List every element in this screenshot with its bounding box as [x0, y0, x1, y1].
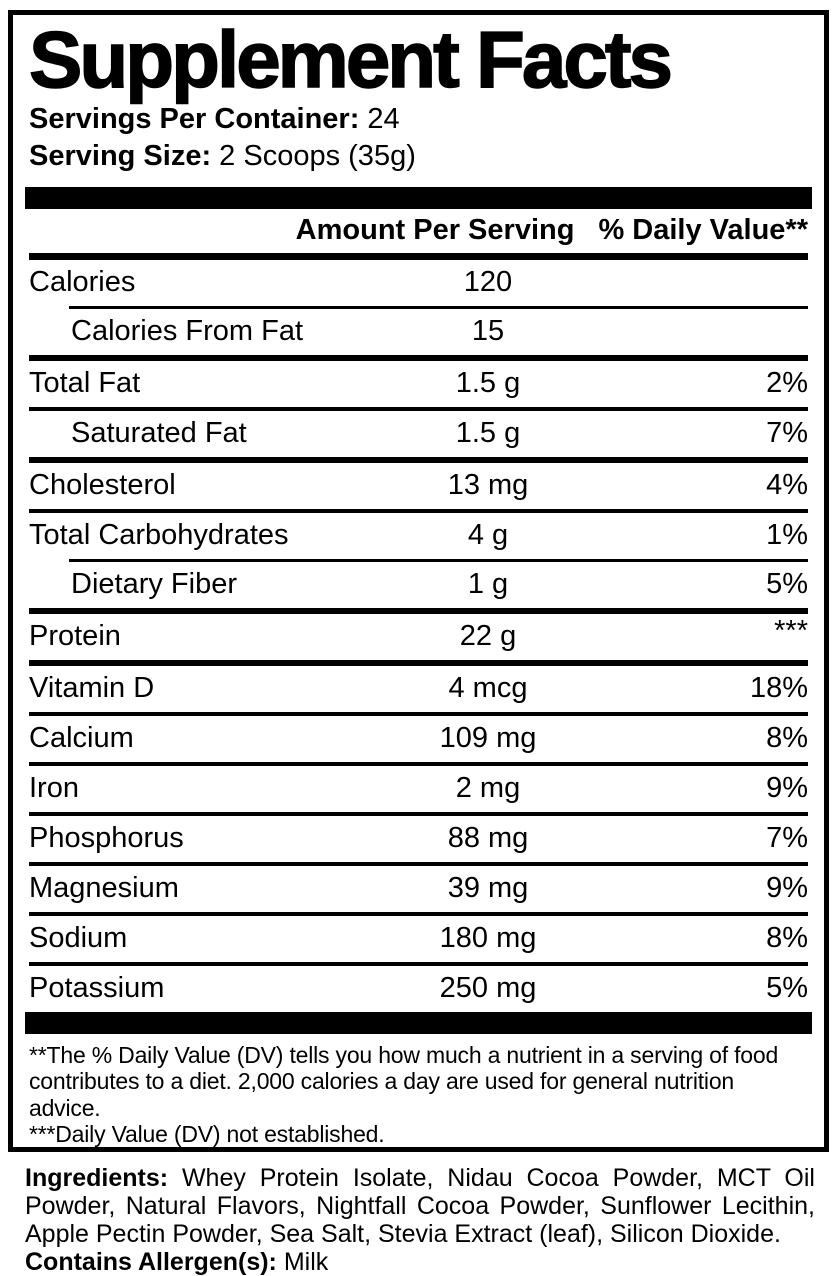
nutrient-amount: 4 mcg: [448, 672, 528, 705]
nutrient-name: Potassium: [29, 972, 165, 1005]
row-separator: [29, 761, 808, 766]
row-separator: [29, 508, 808, 513]
nutrient-amount: 1.5 g: [455, 417, 521, 450]
separator-bar-top: [25, 186, 812, 209]
nutrient-name: Protein: [29, 620, 121, 653]
nutrient-daily-value: 4%: [766, 469, 808, 502]
nutrient-row-calcium: Calcium 109 mg 8%: [29, 716, 808, 762]
separator-bar-bottom: [25, 1011, 812, 1034]
nutrient-amount: 2 mg: [455, 772, 521, 805]
servings-per-container-label: Servings Per Container:: [29, 102, 360, 135]
nutrient-amount: 120: [463, 266, 513, 299]
nutrient-name: Total Fat: [29, 367, 141, 400]
nutrient-name: Vitamin D: [29, 672, 155, 705]
daily-value-footnote: **The % Daily Value (DV) tells you how m…: [29, 1041, 779, 1121]
nutrient-daily-value: 8%: [766, 922, 808, 955]
facts-title: Supplement Facts: [28, 15, 674, 104]
nutrient-name: Total Carbohydrates: [29, 519, 289, 552]
ingredients-paragraph: Ingredients: Whey Protein Isolate, Nidau…: [25, 1164, 815, 1248]
row-separator: [29, 811, 808, 816]
nutrient-name: Phosphorus: [29, 822, 184, 855]
table-header: Amount Per Serving % Daily Value**: [29, 209, 808, 253]
header-separator: [29, 252, 808, 260]
nutrient-row-phosphorus: Phosphorus 88 mg 7%: [29, 816, 808, 862]
supplement-facts-panel: Supplement Facts Servings Per Container:…: [8, 10, 829, 1152]
row-separator: [29, 354, 808, 361]
nutrient-row-potassium: Potassium 250 mg 5%: [29, 966, 808, 1012]
ingredients-label: Ingredients:: [25, 1164, 169, 1192]
row-separator: [29, 861, 808, 866]
nutrient-daily-value: 7%: [766, 417, 808, 450]
nutrient-amount: 1.5 g: [455, 367, 521, 400]
allergen-line: Contains Allergen(s): Milk: [25, 1248, 815, 1276]
nutrient-name: Sodium: [29, 922, 128, 955]
row-separator: [29, 911, 808, 916]
row-separator: [29, 659, 808, 666]
nutrient-amount: 15: [471, 315, 505, 348]
row-separator: [69, 305, 808, 309]
daily-value-header: % Daily Value**: [598, 214, 808, 247]
amount-per-serving-header: Amount Per Serving: [295, 214, 575, 247]
nutrient-name: Dietary Fiber: [71, 568, 237, 601]
row-separator: [29, 456, 808, 463]
nutrient-row-protein: Protein 22 g ***: [29, 614, 808, 660]
nutrient-daily-value: 1%: [766, 519, 808, 552]
nutrient-amount: 109 mg: [439, 722, 537, 755]
nutrient-row-vitamin-d: Vitamin D 4 mcg 18%: [29, 666, 808, 712]
nutrient-name: Iron: [29, 772, 79, 805]
serving-size-value: 2 Scoops (35g): [211, 139, 416, 172]
nutrient-daily-value: 9%: [766, 872, 808, 905]
nutrient-amount: 4 g: [467, 519, 509, 552]
nutrient-row-calories-from-fat: Calories From Fat 15: [29, 309, 808, 355]
row-separator: [29, 961, 808, 966]
nutrient-row-magnesium: Magnesium 39 mg 9%: [29, 866, 808, 912]
allergen-label: Contains Allergen(s):: [25, 1248, 277, 1276]
ingredients-list: Whey Protein Isolate, Nidau Cocoa Powder…: [25, 1164, 815, 1248]
nutrient-daily-value: 9%: [766, 772, 808, 805]
allergen-value: Milk: [276, 1248, 329, 1276]
nutrient-name: Magnesium: [29, 872, 179, 905]
nutrient-name: Calories From Fat: [71, 315, 304, 348]
row-separator: [29, 711, 808, 716]
nutrient-daily-value: 2%: [766, 367, 808, 400]
serving-size-label: Serving Size:: [29, 139, 212, 172]
row-separator: [69, 558, 808, 562]
nutrient-daily-value: 8%: [766, 722, 808, 755]
nutrient-name: Saturated Fat: [71, 417, 247, 450]
nutrient-row-saturated-fat: Saturated Fat 1.5 g 7%: [29, 411, 808, 457]
nutrient-row-dietary-fiber: Dietary Fiber 1 g 5%: [29, 562, 808, 608]
nutrient-name: Calories: [29, 266, 136, 299]
row-separator: [29, 406, 808, 411]
servings-per-container: Servings Per Container: 24: [29, 101, 808, 138]
nutrient-amount: 22 g: [459, 620, 517, 653]
nutrient-amount: 39 mg: [447, 872, 529, 905]
nutrient-daily-value: 5%: [766, 972, 808, 1005]
nutrient-row-cholesterol: Cholesterol 13 mg 4%: [29, 463, 808, 509]
nutrient-amount: 1 g: [467, 568, 509, 601]
nutrient-daily-value: 5%: [766, 568, 808, 601]
footnotes: **The % Daily Value (DV) tells you how m…: [29, 1041, 808, 1148]
not-established-footnote: ***Daily Value (DV) not established.: [29, 1121, 385, 1148]
nutrient-amount: 250 mg: [439, 972, 537, 1005]
nutrient-amount: 180 mg: [439, 922, 537, 955]
ingredients-section: Ingredients: Whey Protein Isolate, Nidau…: [25, 1164, 815, 1276]
nutrient-amount: 13 mg: [447, 469, 529, 502]
nutrient-row-calories: Calories 120: [29, 260, 808, 306]
nutrient-row-total-fat: Total Fat 1.5 g 2%: [29, 361, 808, 407]
nutrient-daily-value: 7%: [766, 822, 808, 855]
nutrient-name: Calcium: [29, 722, 134, 755]
nutrient-daily-value: ***: [774, 614, 808, 647]
nutrient-name: Cholesterol: [29, 469, 176, 502]
servings-per-container-value: 24: [359, 102, 400, 135]
nutrient-daily-value: 18%: [749, 672, 808, 705]
serving-size: Serving Size: 2 Scoops (35g): [29, 138, 808, 175]
nutrient-amount: 88 mg: [447, 822, 529, 855]
nutrient-row-total-carbohydrates: Total Carbohydrates 4 g 1%: [29, 513, 808, 559]
nutrient-row-iron: Iron 2 mg 9%: [29, 766, 808, 812]
nutrient-row-sodium: Sodium 180 mg 8%: [29, 916, 808, 962]
row-separator: [29, 607, 808, 614]
